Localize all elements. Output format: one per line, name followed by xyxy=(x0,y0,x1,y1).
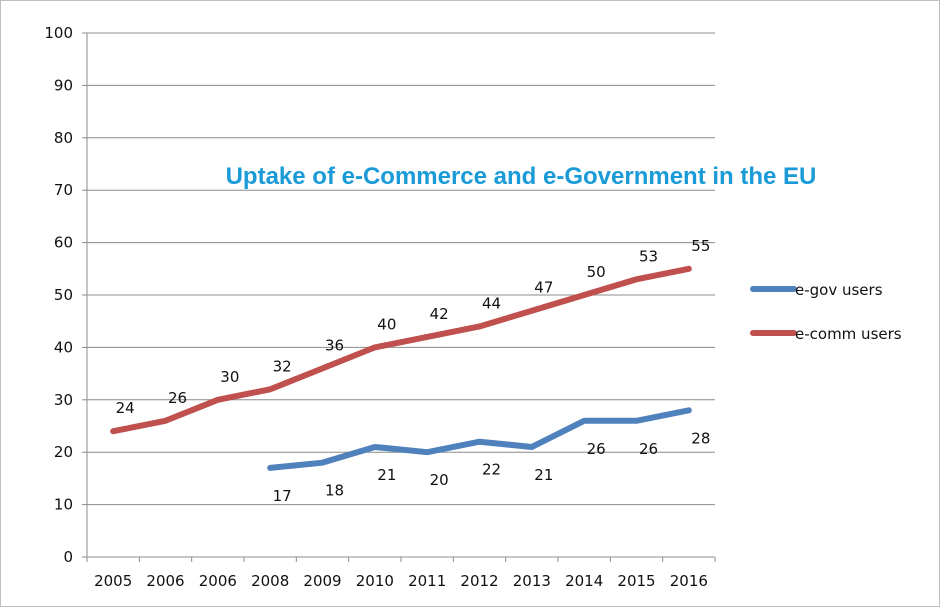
y-tick-label: 50 xyxy=(54,286,73,304)
legend-entry-e-comm-users: e-comm users xyxy=(795,325,902,343)
y-tick-label: 80 xyxy=(54,129,73,147)
data-label: 26 xyxy=(168,389,187,407)
data-label: 21 xyxy=(377,466,396,484)
data-label: 55 xyxy=(691,237,710,255)
data-label: 26 xyxy=(587,440,606,458)
axes: 0 10 20 30 40 50 60 70 80 90 100 2005 2006 2006 2008 20… xyxy=(44,24,716,590)
x-tick-label: 2006 xyxy=(199,572,237,590)
data-label: 28 xyxy=(691,429,710,447)
data-label: 22 xyxy=(482,461,501,479)
data-label: 40 xyxy=(377,315,396,333)
data-label: 26 xyxy=(639,440,658,458)
x-tick-label: 2013 xyxy=(513,572,551,590)
series-lines xyxy=(110,265,692,471)
gridlines xyxy=(87,32,715,506)
y-tick-label: 60 xyxy=(54,234,73,252)
legend-entry-e-gov-users: e-gov users xyxy=(795,281,883,299)
chart-title: Uptake of e-Commerce and e-Government in… xyxy=(226,163,817,190)
data-label: 36 xyxy=(325,336,344,354)
x-tick-label: 2008 xyxy=(251,572,289,590)
data-label: 18 xyxy=(325,482,344,500)
y-tick-label: 10 xyxy=(54,496,73,514)
y-tick-label: 0 xyxy=(63,548,73,566)
data-label: 50 xyxy=(587,263,606,281)
y-tick-label: 70 xyxy=(54,181,73,199)
series-line-e-comm-users xyxy=(110,265,692,435)
data-label: 32 xyxy=(273,357,292,375)
y-tick-label: 90 xyxy=(54,76,73,94)
y-tick-label: 100 xyxy=(44,24,73,42)
y-tick-label: 40 xyxy=(54,338,73,356)
y-tick-label: 30 xyxy=(54,391,73,409)
series-line-e-gov-users xyxy=(267,407,692,471)
data-label: 47 xyxy=(534,279,553,297)
data-label: 20 xyxy=(430,471,449,489)
data-label: 17 xyxy=(273,487,292,505)
x-tick-label: 2006 xyxy=(146,572,184,590)
legend: e-gov users e-comm users xyxy=(750,281,902,343)
x-tick-label: 2011 xyxy=(408,572,446,590)
data-labels: 17 18 21 20 22 21 26 26 28 24 26 30 32 36 40 42 44 47 50 53… xyxy=(116,237,711,505)
x-tick-label: 2015 xyxy=(617,572,655,590)
data-label: 44 xyxy=(482,294,501,312)
x-tick-label: 2014 xyxy=(565,572,603,590)
data-label: 21 xyxy=(534,466,553,484)
x-tick-label: 2009 xyxy=(303,572,341,590)
x-tick-label: 2005 xyxy=(94,572,132,590)
x-tick-label: 2010 xyxy=(356,572,394,590)
data-label: 53 xyxy=(639,247,658,265)
data-label: 42 xyxy=(430,305,449,323)
data-label: 24 xyxy=(116,399,135,417)
x-tick-label: 2016 xyxy=(670,572,708,590)
data-label: 30 xyxy=(220,368,239,386)
x-tick-label: 2012 xyxy=(460,572,498,590)
y-tick-label: 20 xyxy=(54,443,73,461)
